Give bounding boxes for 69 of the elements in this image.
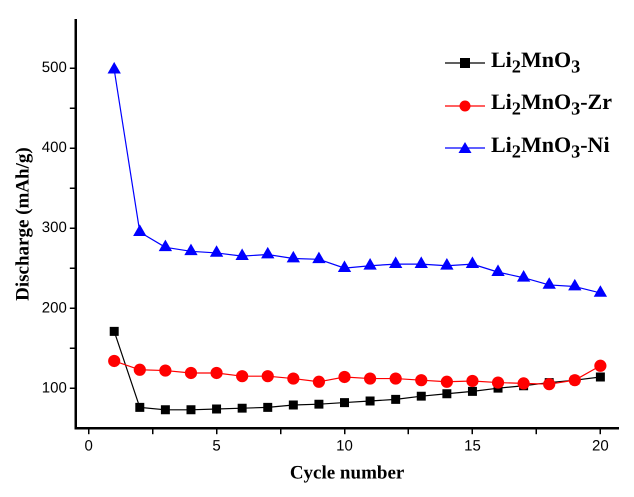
point	[389, 257, 402, 268]
y-axis-title: Discharge (mAh/g)	[12, 147, 34, 301]
point	[184, 244, 198, 256]
point	[210, 366, 223, 380]
x-tick-label: 10	[336, 437, 353, 454]
point	[236, 249, 248, 260]
point	[542, 278, 556, 289]
point	[568, 279, 582, 290]
x-axis-title: Cycle number	[290, 462, 405, 484]
x-tick-label: 15	[464, 437, 481, 454]
point	[110, 326, 119, 336]
point	[159, 240, 172, 252]
x-tick-label: 0	[84, 437, 93, 454]
point	[390, 372, 402, 385]
legend-label: Li$_{2}$MnO$_{3}$-Zr	[490, 88, 612, 121]
legend-label: Li$_{2}$MnO$_{3}$-Ni	[490, 130, 610, 164]
point	[440, 258, 454, 270]
legend-label: Li$_{2}$MnO$_{3}$	[490, 46, 580, 78]
point	[262, 370, 274, 382]
point	[492, 265, 504, 276]
point	[135, 402, 144, 412]
point	[596, 372, 605, 382]
point	[159, 364, 172, 377]
point	[391, 394, 400, 404]
point	[594, 286, 607, 297]
point	[366, 396, 375, 406]
point	[364, 258, 376, 270]
point	[518, 377, 530, 390]
point	[543, 378, 556, 390]
point	[492, 376, 504, 389]
point	[212, 404, 222, 414]
point	[364, 372, 376, 385]
point	[466, 257, 479, 268]
point	[160, 405, 170, 414]
y-tick-label: 500	[42, 59, 67, 76]
point	[594, 360, 606, 372]
point	[263, 402, 272, 412]
point	[262, 247, 274, 258]
point	[238, 404, 247, 413]
point	[108, 354, 120, 368]
point	[340, 398, 349, 408]
point	[468, 386, 477, 396]
point	[415, 374, 428, 386]
point	[186, 405, 196, 414]
x-tick-label: 5	[212, 437, 221, 454]
point	[312, 252, 326, 264]
point	[134, 364, 146, 376]
point	[314, 400, 324, 409]
point	[466, 374, 479, 388]
point	[134, 225, 146, 236]
point	[442, 389, 452, 398]
point	[338, 261, 351, 272]
y-tick-label: 300	[42, 219, 67, 236]
point	[287, 251, 300, 262]
point	[236, 370, 248, 382]
point	[415, 257, 428, 268]
point	[287, 372, 300, 385]
point	[517, 270, 530, 282]
y-tick-label: 200	[42, 299, 67, 316]
point	[312, 376, 326, 388]
point	[210, 246, 223, 257]
y-tick-label: 100	[42, 379, 67, 396]
point	[338, 370, 351, 384]
x-tick-label: 20	[592, 437, 609, 454]
point	[416, 392, 426, 401]
point	[184, 366, 198, 380]
point	[440, 376, 453, 388]
point	[288, 400, 298, 410]
y-tick-label: 400	[42, 139, 67, 156]
